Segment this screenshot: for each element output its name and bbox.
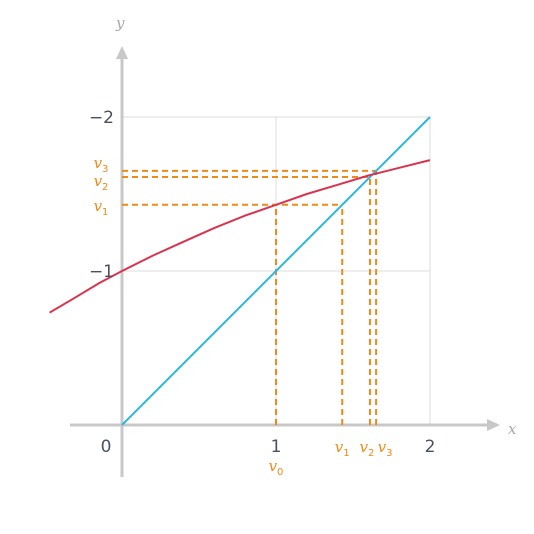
curve-function — [49, 159, 431, 314]
axes: x y — [70, 14, 517, 477]
y-iterate-label-v2-subscript: 2 — [102, 182, 108, 193]
y-axis-arrow-icon — [116, 46, 128, 59]
y-iterate-label-v3: v3 — [94, 154, 109, 175]
x-iterate-label-v2-symbol: v — [360, 438, 369, 456]
y-iterate-label-v3-subscript: 3 — [102, 164, 108, 175]
x-iterate-label-v3: v3 — [378, 438, 393, 459]
x-iterate-label-v2: v2 — [360, 438, 375, 459]
x-tick-label: 2 — [425, 437, 436, 457]
x-iterate-label-v0-subscript: 0 — [277, 467, 283, 478]
x-iterate-label-v1-subscript: 1 — [343, 448, 349, 459]
x-iterate-label-v3-symbol: v — [378, 438, 387, 456]
y-iterate-label-v3-symbol: v — [94, 154, 103, 172]
y-iterate-label-v1-symbol: v — [94, 197, 103, 215]
iteration-guides — [122, 169, 378, 425]
x-iterate-label-v1-symbol: v — [335, 438, 344, 456]
y-iterate-label-v1-subscript: 1 — [102, 207, 108, 218]
x-tick-label: 0 — [101, 437, 112, 457]
y-tick-label: −1 — [89, 262, 114, 282]
x-iterate-label-v0: v0 — [269, 457, 284, 478]
y-axis-label: y — [115, 14, 125, 32]
x-iterate-label-v2-subscript: 2 — [368, 448, 374, 459]
x-axis-label: x — [508, 420, 517, 438]
line-y-equals-x — [121, 116, 431, 426]
x-iterate-label-v1: v1 — [335, 438, 350, 459]
x-iterate-label-v3-subscript: 3 — [386, 448, 392, 459]
y-iterate-label-v2-symbol: v — [94, 172, 103, 190]
x-axis-arrow-icon — [487, 419, 500, 431]
y-iterate-label-v2: v2 — [94, 172, 109, 193]
x-tick-label: 1 — [271, 437, 282, 457]
series-lines — [49, 116, 431, 426]
tick-labels: 0 1 2 −1 −2 — [89, 108, 435, 457]
y-tick-label: −2 — [89, 108, 114, 128]
x-iterate-label-v0-symbol: v — [269, 457, 278, 475]
y-iterate-label-v1: v1 — [94, 197, 109, 218]
